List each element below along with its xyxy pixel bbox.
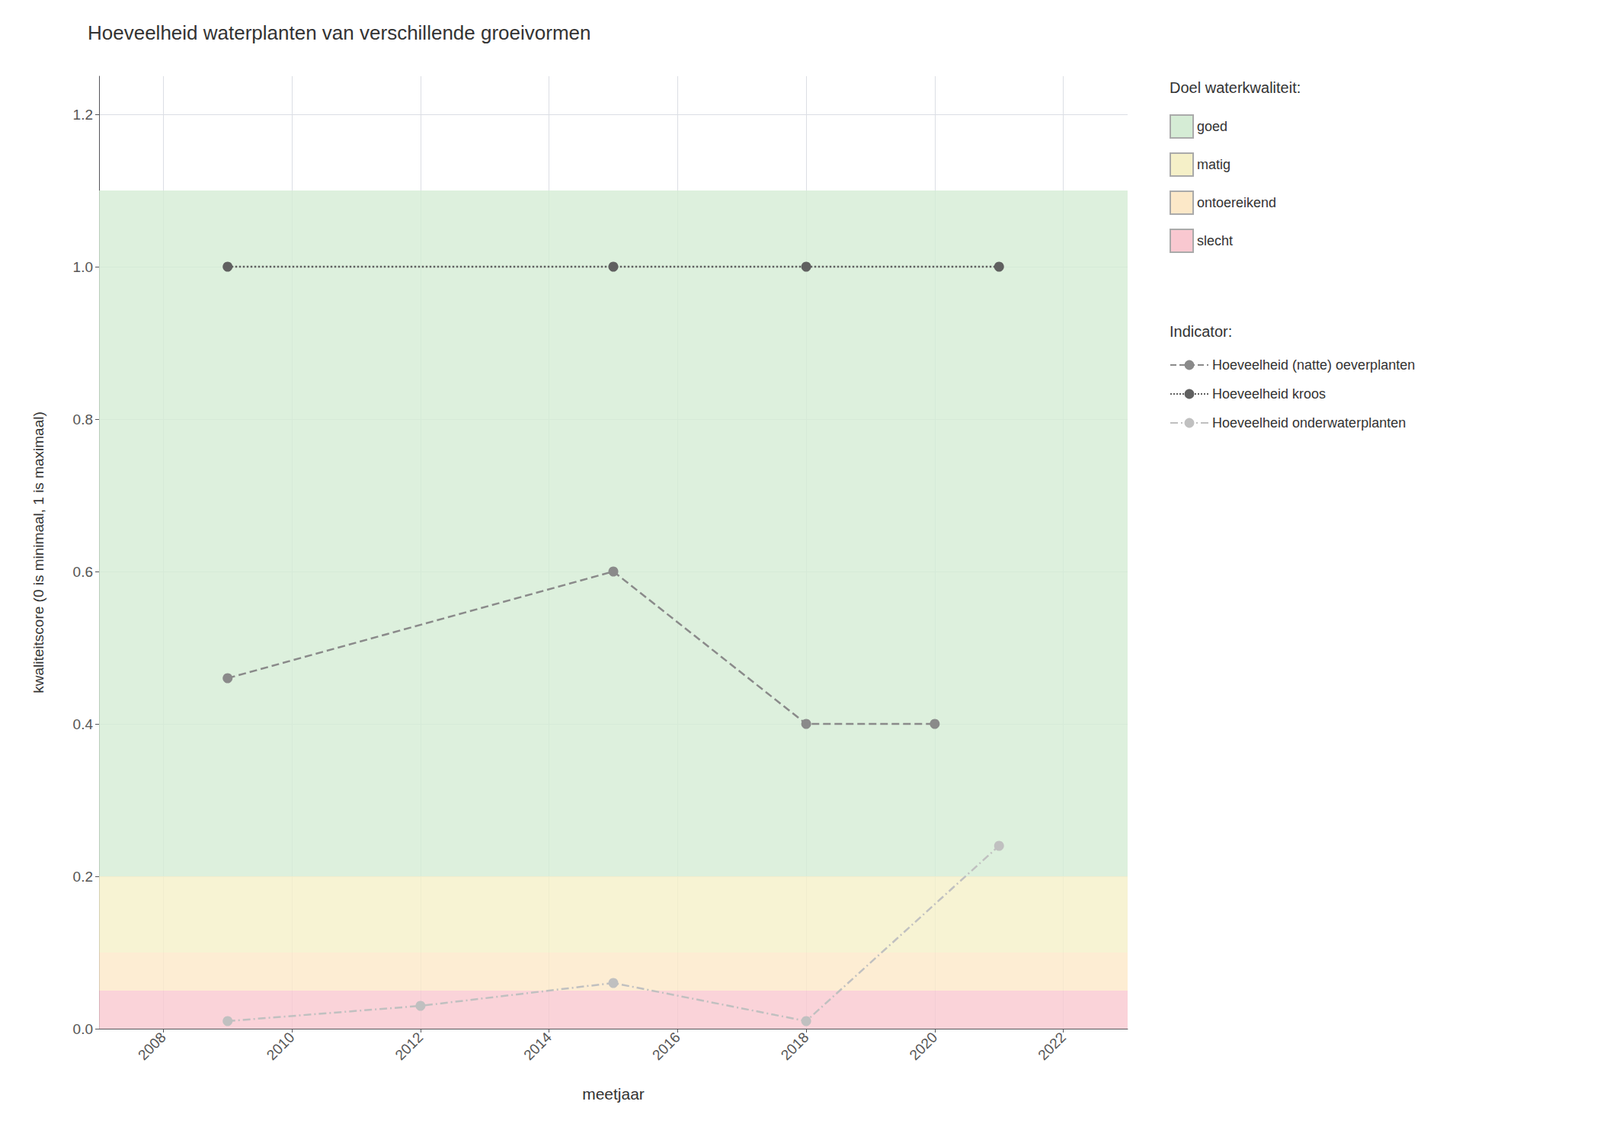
- svg-text:matig: matig: [1196, 156, 1231, 173]
- svg-text:Hoeveelheid onderwaterplanten: Hoeveelheid onderwaterplanten: [1212, 415, 1406, 431]
- svg-text:ontoereikend: ontoereikend: [1196, 195, 1277, 211]
- svg-text:Hoeveelheid (natte) oeverplant: Hoeveelheid (natte) oeverplanten: [1212, 357, 1415, 373]
- svg-text:2018: 2018: [777, 1029, 813, 1064]
- svg-text:meetjaar: meetjaar: [582, 1084, 645, 1103]
- svg-text:kwaliteitscore (0 is minimaal,: kwaliteitscore (0 is minimaal, 1 is maxi…: [30, 411, 47, 694]
- svg-text:Doel waterkwaliteit:: Doel waterkwaliteit:: [1169, 79, 1301, 96]
- svg-text:2008: 2008: [134, 1029, 170, 1064]
- svg-text:slecht: slecht: [1196, 233, 1233, 249]
- svg-text:Indicator:: Indicator:: [1169, 323, 1232, 340]
- svg-text:1.0: 1.0: [73, 259, 93, 276]
- svg-text:goed: goed: [1196, 118, 1228, 135]
- svg-text:1.2: 1.2: [73, 106, 93, 123]
- svg-text:0.8: 0.8: [73, 411, 93, 428]
- svg-text:2010: 2010: [263, 1029, 298, 1064]
- svg-text:0.0: 0.0: [73, 1020, 93, 1037]
- svg-text:2016: 2016: [649, 1029, 684, 1064]
- svg-text:0.2: 0.2: [73, 868, 93, 885]
- svg-text:2014: 2014: [520, 1029, 555, 1064]
- svg-text:0.6: 0.6: [73, 563, 93, 580]
- svg-text:0.4: 0.4: [73, 716, 94, 733]
- svg-text:2012: 2012: [392, 1029, 427, 1064]
- svg-text:Hoeveelheid kroos: Hoeveelheid kroos: [1212, 386, 1326, 402]
- svg-text:2022: 2022: [1034, 1029, 1069, 1064]
- svg-text:Hoeveelheid waterplanten van v: Hoeveelheid waterplanten van verschillen…: [87, 21, 592, 45]
- svg-text:2020: 2020: [906, 1029, 941, 1064]
